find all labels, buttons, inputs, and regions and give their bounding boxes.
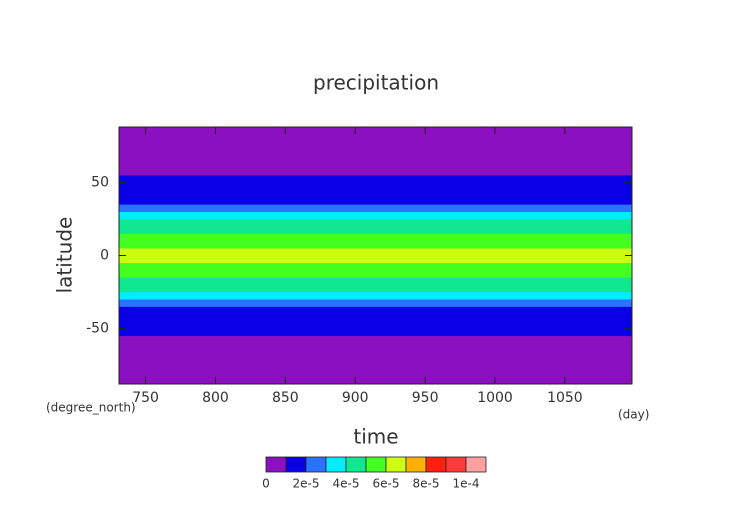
contour-band <box>118 174 633 191</box>
colorbar-box <box>425 456 447 473</box>
colorbar-label: 8e-5 <box>413 477 440 491</box>
colorbar-label: 2e-5 <box>293 477 320 491</box>
x-unit: (day) <box>618 408 649 422</box>
contour-band <box>118 284 633 293</box>
colorbar-box <box>305 456 327 473</box>
colorbar-box <box>285 456 307 473</box>
x-tick-label: 900 <box>342 390 369 406</box>
x-tick-label: 850 <box>272 390 299 406</box>
y-unit: (degree_north) <box>46 401 136 415</box>
contour-band <box>118 247 633 264</box>
axes: 750 800 850 900 950 1000 1050 -50 0 50 <box>86 126 633 406</box>
contour-band <box>118 189 633 205</box>
field <box>118 126 633 385</box>
colorbar-label: 0 <box>262 477 270 491</box>
colorbar-box <box>365 456 387 473</box>
colorbar-label: 1e-4 <box>453 477 480 491</box>
contour-band <box>118 335 633 385</box>
contour-band <box>118 126 633 176</box>
colorbar-box <box>405 456 427 473</box>
y-axis-label: latitude <box>53 217 77 294</box>
contour-band <box>118 211 633 220</box>
x-tick-label: 1050 <box>547 390 583 406</box>
colorbar-box <box>445 456 467 473</box>
colorbar-box <box>385 456 407 473</box>
x-tick-label: 1000 <box>477 390 513 406</box>
x-tick-label: 750 <box>132 390 159 406</box>
contour-band <box>118 262 633 271</box>
x-tick-label: 950 <box>412 390 439 406</box>
colorbar-box <box>265 456 287 473</box>
contour-band <box>118 320 633 337</box>
contour-band <box>118 299 633 307</box>
contour-band <box>118 277 633 285</box>
contour-band <box>118 269 633 278</box>
contour-band <box>118 204 633 212</box>
colorbar-box <box>345 456 367 473</box>
colorbar-label: 6e-5 <box>373 477 400 491</box>
x-axis-label: time <box>353 425 398 449</box>
colorbar-box <box>465 456 487 473</box>
x-tick-label: 800 <box>202 390 229 406</box>
contour-band <box>118 218 633 227</box>
y-tick-label: 0 <box>100 248 109 264</box>
y-tick-label: -50 <box>86 321 109 337</box>
contour-band <box>118 306 633 322</box>
contour-band <box>118 240 633 249</box>
colorbar-box <box>325 456 347 473</box>
y-tick-label: 50 <box>91 174 109 190</box>
contour-band <box>118 226 633 234</box>
colorbar-label: 4e-5 <box>333 477 360 491</box>
contour-band <box>118 291 633 300</box>
contour-band <box>118 233 633 242</box>
chart-title: precipitation <box>313 71 439 95</box>
